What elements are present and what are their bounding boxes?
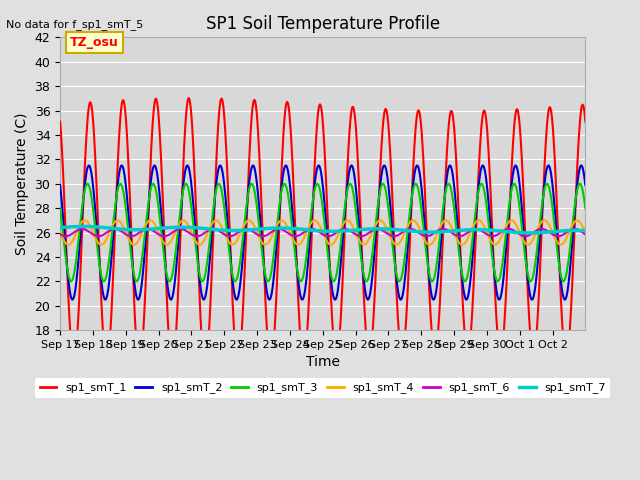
Y-axis label: Soil Temperature (C): Soil Temperature (C) xyxy=(15,112,29,255)
Title: SP1 Soil Temperature Profile: SP1 Soil Temperature Profile xyxy=(205,15,440,33)
Text: No data for f_sp1_smT_5: No data for f_sp1_smT_5 xyxy=(6,19,143,30)
Legend: sp1_smT_1, sp1_smT_2, sp1_smT_3, sp1_smT_4, sp1_smT_6, sp1_smT_7: sp1_smT_1, sp1_smT_2, sp1_smT_3, sp1_smT… xyxy=(35,378,611,398)
X-axis label: Time: Time xyxy=(306,355,340,370)
Text: TZ_osu: TZ_osu xyxy=(70,36,119,49)
